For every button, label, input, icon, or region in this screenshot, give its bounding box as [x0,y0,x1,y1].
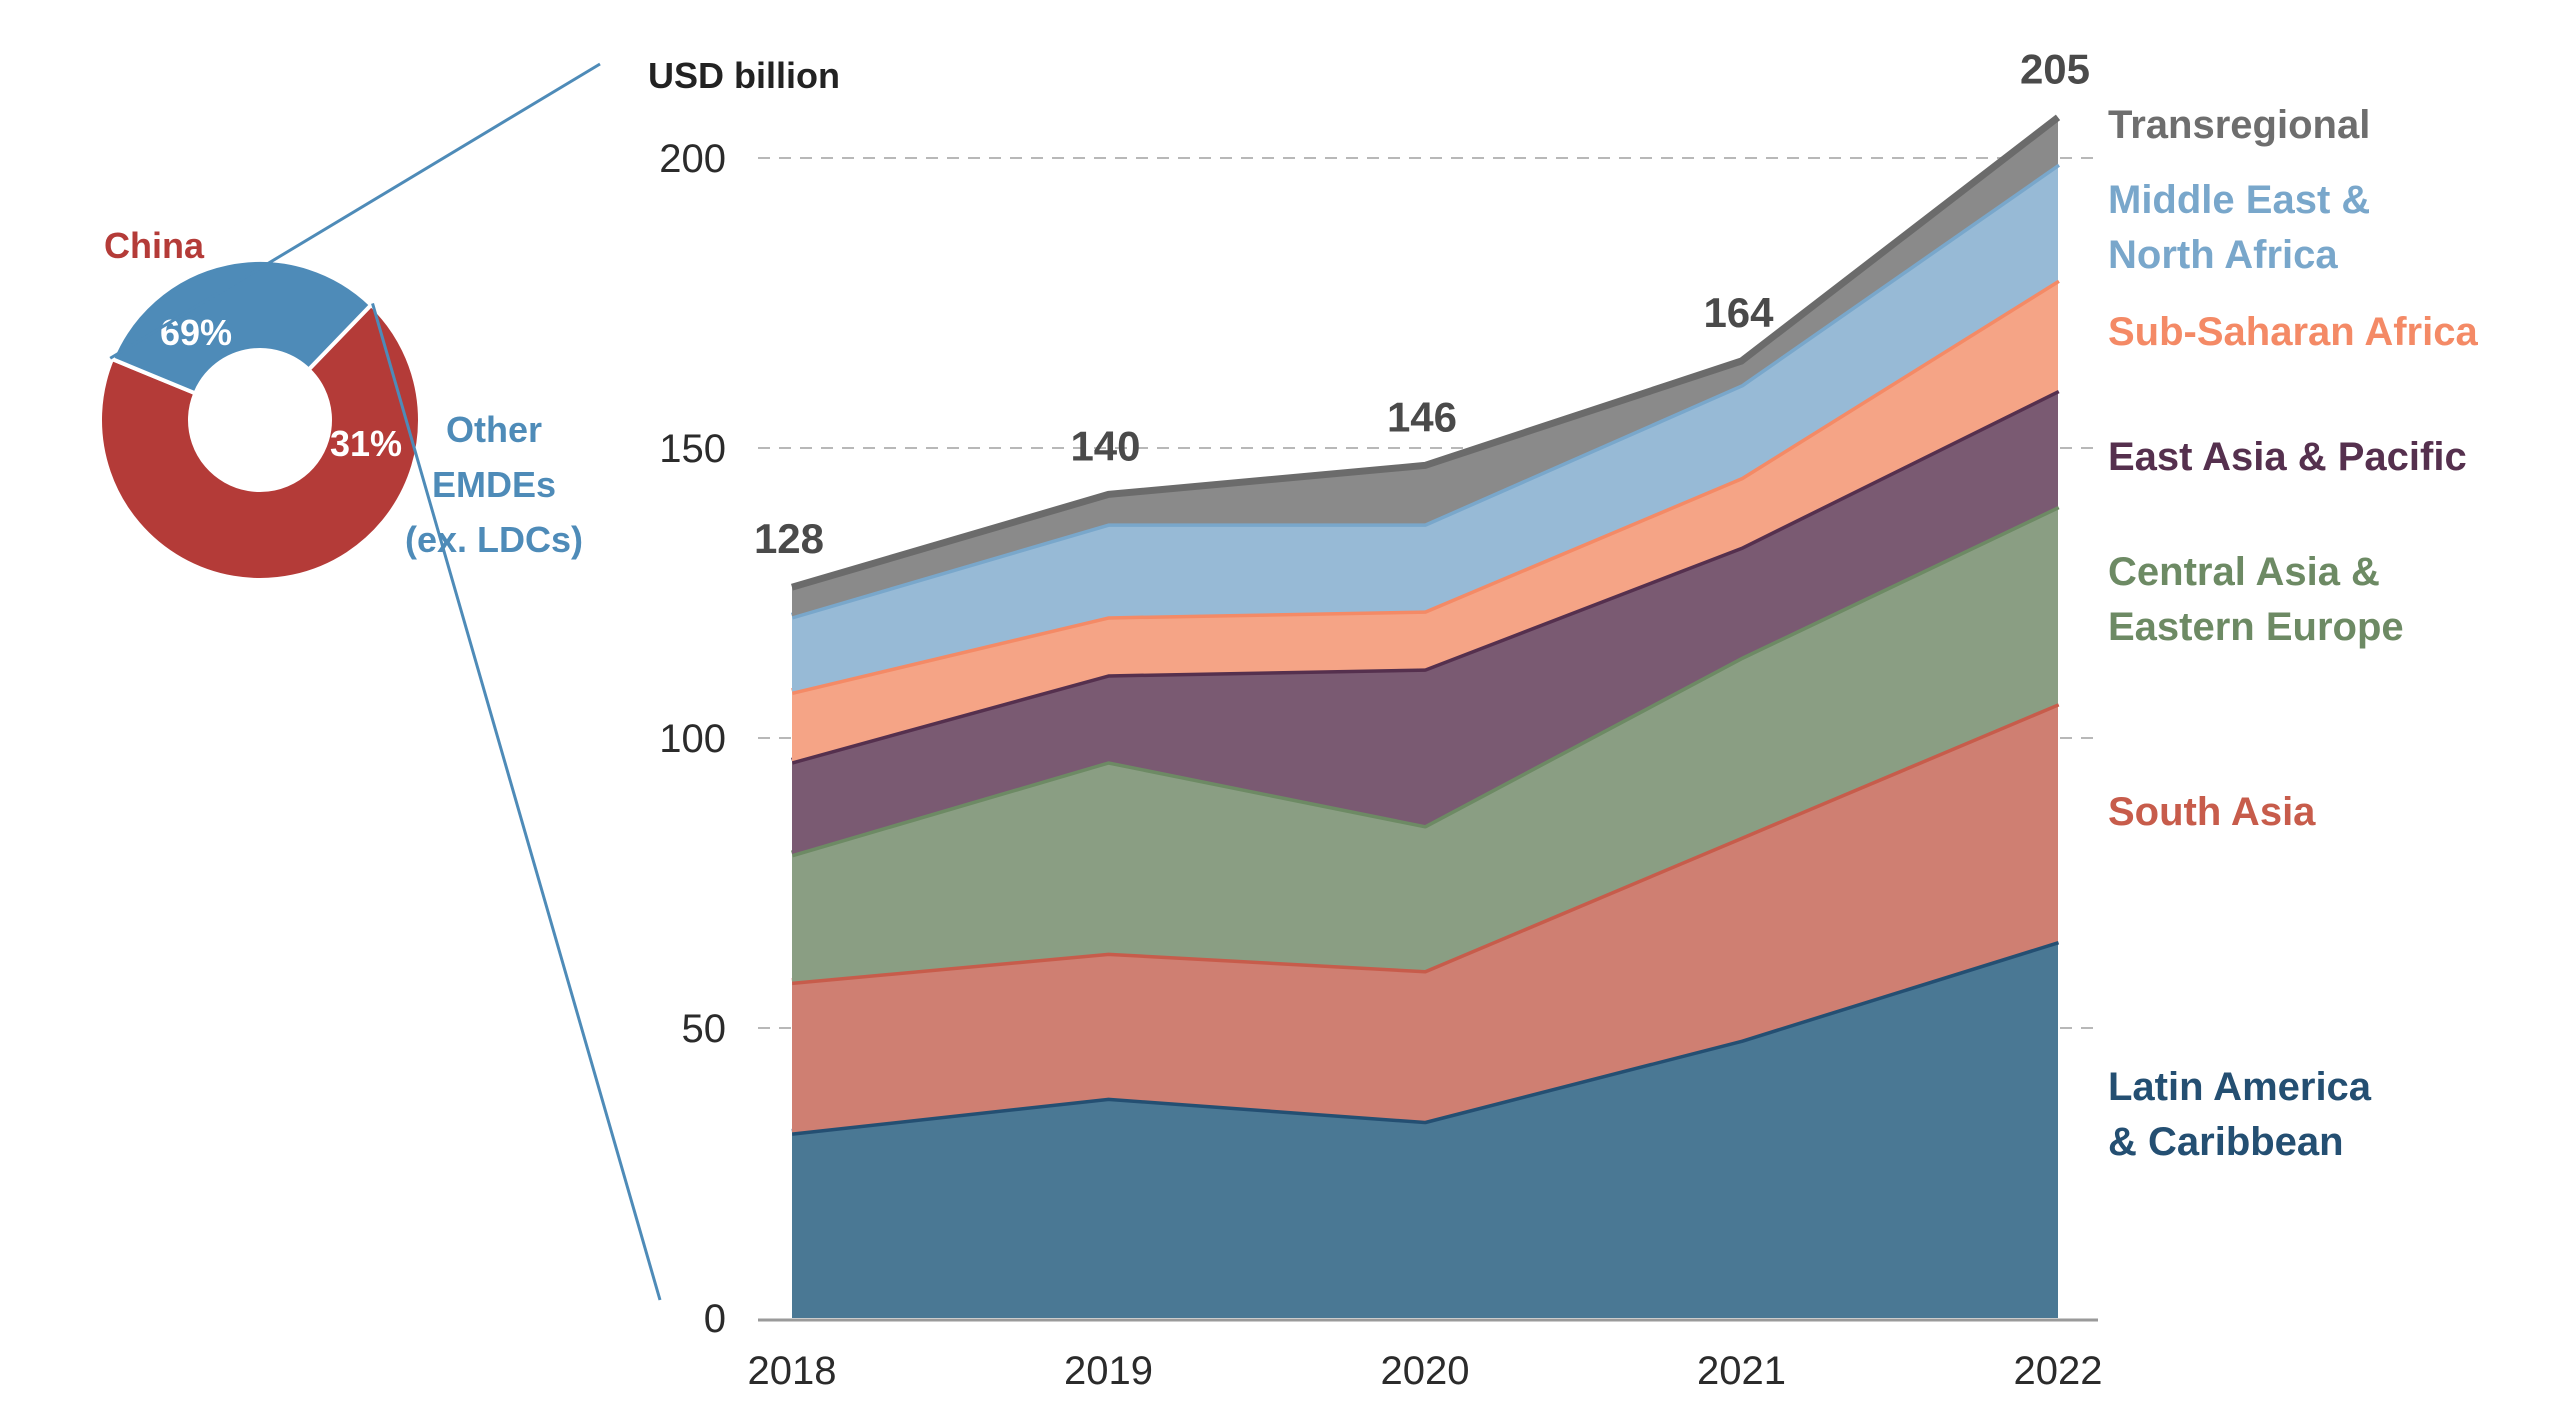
total-label-2022: 205 [2020,45,2090,92]
legend-sub-saharan-africa: Sub-Saharan Africa [2108,310,2478,354]
area-east-asia-and-pacific [792,390,2058,854]
x-tick-2021: 2021 [1697,1349,1786,1393]
area-transregional [792,117,2058,617]
area-central-asia-and-eastern-europe [792,506,2058,982]
donut-value-china: 69% [160,312,232,353]
legend-south-asia: South Asia [2108,790,2316,834]
total-labels: 128 140 146 164 205 [754,45,2090,562]
x-tick-2018: 2018 [748,1349,837,1393]
area-middle-east-and-north-africa [792,163,2058,692]
legend-line: East Asia & Pacific [2108,435,2467,479]
total-label-2020: 146 [1387,393,1457,440]
y-tick-150: 150 [659,427,726,471]
x-tick-2022: 2022 [2014,1349,2103,1393]
legend-line: North Africa [2108,233,2338,277]
donut-slice-china [98,302,422,582]
connector-line-top [109,62,601,360]
x-tick-2020: 2020 [1381,1349,1470,1393]
donut-label-line: Other [446,409,542,450]
area-south-asia [792,703,2058,1133]
y-axis-unit-label: USD billion [648,55,840,96]
donut-label-china: China [104,225,205,266]
legend-line: Middle East & [2108,178,2370,222]
legend-line: Sub-Saharan Africa [2108,310,2478,354]
legend-latin-america-and-caribbean: Latin America & Caribbean [2108,1065,2372,1164]
total-label-2018: 128 [754,515,824,562]
legend: Latin America & Caribbean South Asia Centra… [2108,103,2478,1164]
donut-chart: 69% 31% China Other EMDEs (ex. LDCs) [98,225,583,582]
x-tick-2019: 2019 [1064,1349,1153,1393]
y-tick-100: 100 [659,717,726,761]
legend-transregional: Transregional [2108,103,2370,147]
y-tick-50: 50 [682,1007,727,1051]
stacked-areas [791,114,2061,1318]
legend-line: South Asia [2108,790,2316,834]
legend-line: & Caribbean [2108,1120,2344,1164]
area-sub-saharan-africa [792,279,2058,762]
legend-line: Central Asia & [2108,550,2380,594]
donut-label-line: (ex. LDCs) [405,519,583,560]
total-label-2021: 164 [1703,289,1774,336]
connector-line-bottom [371,303,662,1301]
area-latin-america-and-caribbean [792,941,2058,1318]
y-tick-200: 200 [659,137,726,181]
axes: 2018 2019 2020 2021 2022 USD billion [648,55,2102,1393]
legend-line: Transregional [2108,103,2370,147]
donut-label-other-emdes: Other EMDEs (ex. LDCs) [405,409,583,560]
line-transregional [791,114,2061,591]
legend-line: Eastern Europe [2108,605,2404,649]
total-label-2019: 140 [1070,422,1140,469]
legend-middle-east-and-north-africa: Middle East & North Africa [2108,178,2370,277]
donut-connector-lines [109,62,662,1301]
y-tick-0: 0 [704,1297,726,1341]
donut-label-line: EMDEs [432,464,556,505]
legend-line: Latin America [2108,1065,2372,1109]
legend-central-asia-and-eastern-europe: Central Asia & Eastern Europe [2108,550,2404,649]
donut-value-other-emdes: 31% [330,423,402,464]
legend-east-asia-and-pacific: East Asia & Pacific [2108,435,2467,479]
donut-slice-other-emdes-ex-ldcs [109,258,374,396]
